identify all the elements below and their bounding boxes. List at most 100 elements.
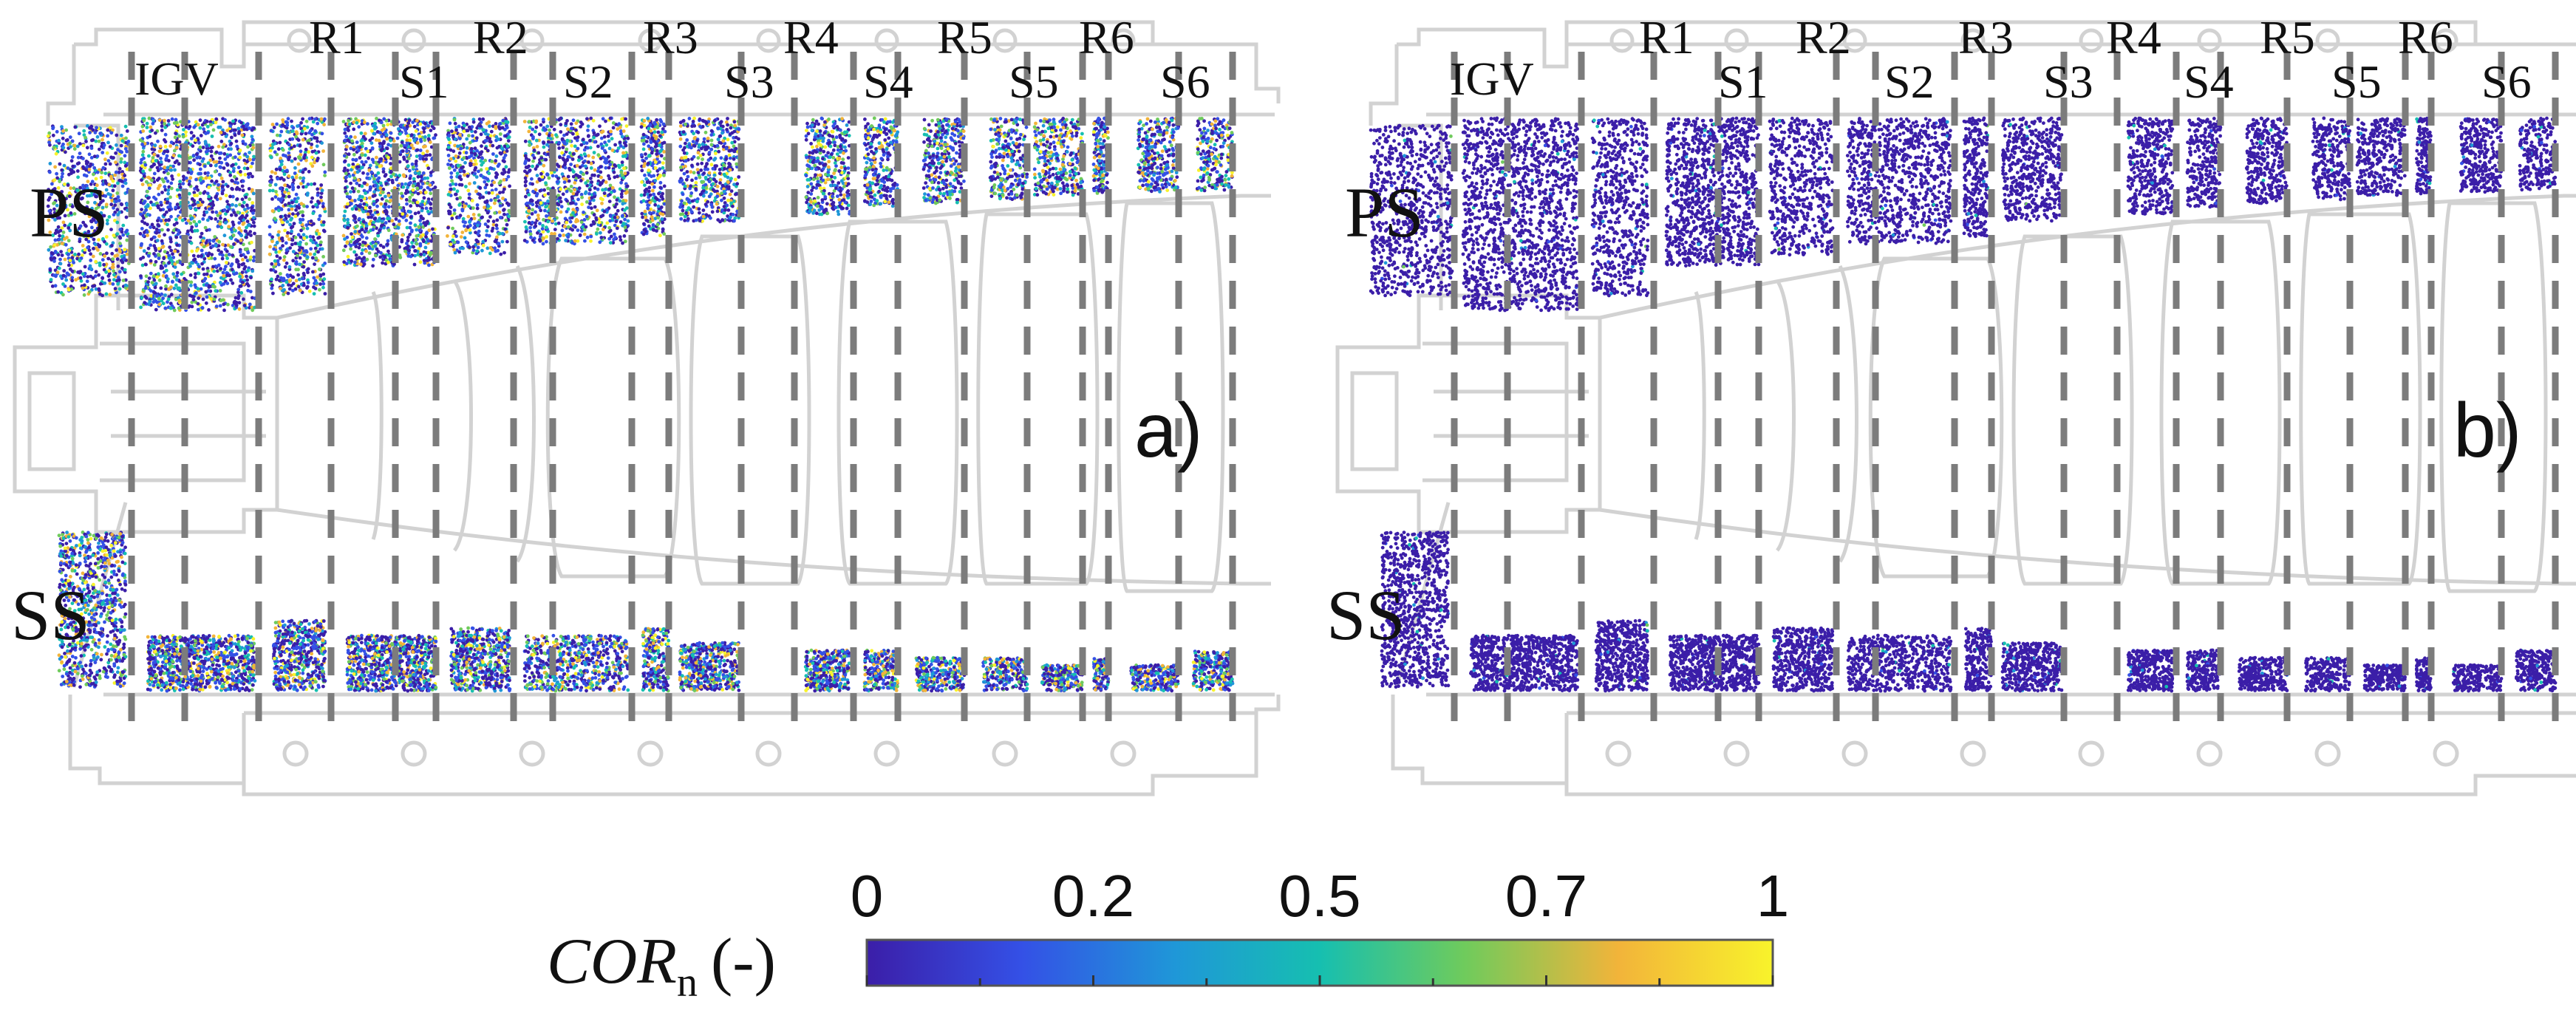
scatter-point (83, 293, 86, 297)
scatter-point (147, 247, 151, 250)
scatter-point (214, 196, 217, 199)
scatter-point (311, 211, 315, 215)
scatter-point (252, 221, 256, 225)
scatter-point (83, 284, 86, 287)
scatter-point (120, 202, 123, 206)
scatter-point (217, 145, 221, 149)
scatter-point (252, 216, 256, 219)
scatter-point (241, 134, 245, 137)
scatter-point (118, 236, 122, 240)
scatter-point (170, 187, 174, 191)
scatter-point (90, 139, 94, 143)
scatter-point (194, 276, 197, 279)
scatter-point (217, 225, 220, 228)
scatter-point (242, 221, 246, 225)
scatter-point (123, 178, 127, 182)
scatter-point (202, 298, 205, 301)
scatter-point (121, 185, 125, 188)
scatter-point (247, 172, 251, 176)
scatter-point (112, 213, 116, 216)
scatter-point (237, 226, 241, 230)
scatter-point (199, 191, 202, 195)
scatter-point (88, 152, 92, 156)
scatter-point (176, 260, 180, 264)
scatter-point (188, 206, 192, 210)
scatter-point (170, 140, 174, 144)
scatter-point (210, 154, 214, 158)
scatter-point (50, 278, 53, 282)
scatter-point (168, 202, 172, 205)
scatter-point (160, 239, 164, 243)
scatter-point (236, 296, 240, 300)
scatter-point (152, 153, 156, 157)
scatter-point (153, 172, 157, 176)
scatter-point (206, 149, 210, 153)
scatter-point (160, 191, 164, 194)
scatter-point (151, 203, 155, 207)
scatter-point (166, 223, 169, 227)
scatter-point (166, 277, 170, 281)
scatter-point (211, 265, 215, 269)
scatter-point (81, 287, 85, 290)
scatter-point (64, 129, 68, 132)
scatter-point (205, 120, 209, 123)
scatter-point (219, 289, 222, 293)
scatter-point (214, 217, 217, 221)
scatter-point (243, 208, 247, 211)
scatter-point (52, 259, 56, 263)
scatter-point (106, 257, 110, 261)
scatter-point (157, 272, 160, 276)
scatter-point (226, 303, 230, 307)
scatter-point (238, 275, 242, 279)
scatter-point (151, 159, 155, 163)
scatter-point (231, 282, 234, 285)
scatter-point (243, 166, 247, 170)
scatter-point (251, 201, 254, 205)
scatter-point (110, 252, 114, 256)
scatter-point (166, 228, 170, 232)
scatter-point (120, 139, 124, 143)
scatter-point (249, 165, 253, 168)
scatter-point (248, 187, 251, 191)
scatter-point (70, 159, 74, 163)
scatter-point (214, 117, 218, 121)
scatter-point (244, 152, 248, 156)
scatter-point (171, 117, 174, 121)
scatter-point (165, 169, 168, 173)
scatter-point (98, 148, 101, 151)
scatter-point (220, 177, 224, 180)
scatter-point (235, 145, 239, 149)
scatter-point (54, 284, 58, 287)
scatter-point (201, 306, 205, 310)
scatter-point (246, 251, 250, 255)
scatter-point (239, 284, 243, 288)
scatter-point (151, 281, 154, 284)
scatter-point (86, 160, 89, 164)
scatter-point (163, 126, 167, 129)
scatter-point (217, 183, 220, 187)
scatter-point (190, 131, 194, 134)
scatter-point (152, 274, 156, 278)
scatter-point (159, 167, 163, 171)
scatter-point (221, 243, 225, 247)
scatter-point (91, 284, 95, 288)
scatter-point (101, 258, 105, 262)
scatter-point (113, 184, 117, 188)
scatter-point (230, 228, 234, 231)
scatter-point (232, 169, 236, 173)
scatter-point (230, 179, 234, 183)
scatter-point (219, 131, 223, 134)
scatter-point (142, 233, 146, 237)
scatter-point (219, 250, 223, 254)
scatter-point (139, 138, 143, 142)
scatter-point (174, 284, 178, 287)
scatter-point (199, 198, 202, 202)
scatter-point (283, 229, 287, 233)
scatter-point (116, 213, 120, 216)
scatter-point (143, 201, 146, 205)
scatter-point (241, 258, 245, 262)
scatter-point (139, 161, 143, 165)
scatter-point (160, 177, 164, 181)
scatter-point (120, 144, 123, 148)
scatter-point (237, 263, 241, 267)
